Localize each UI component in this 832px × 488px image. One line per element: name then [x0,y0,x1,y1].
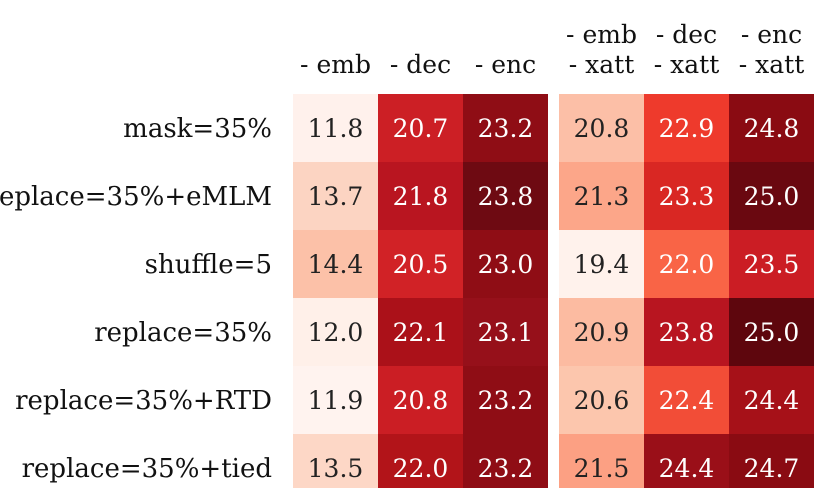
cell-value-label: 24.4 [744,386,800,415]
heatmap-cell [729,366,814,434]
heatmap-cell [378,298,463,366]
cell-value-label: 23.5 [744,250,800,279]
heatmap-cell [729,434,814,488]
cell-value-label: 20.9 [574,318,630,347]
heatmap-cell [293,230,378,298]
heatmap-cell [559,434,644,488]
heatmap-cell [463,162,548,230]
heatmap-cell [644,298,729,366]
cell-value-label: 22.4 [659,386,715,415]
cell-value-label: 20.6 [574,386,630,415]
column-label: - dec [390,50,451,79]
column-label: - emb [300,50,371,79]
cell-value-label: 23.8 [659,318,715,347]
cell-value-label: 22.9 [659,114,715,143]
heatmap-cell [644,366,729,434]
cell-value-label: 14.4 [308,250,364,279]
cell-value-label: 24.7 [744,454,800,483]
cell-value-label: 23.2 [478,454,534,483]
cell-value-label: 20.8 [393,386,449,415]
heatmap-cell [378,230,463,298]
heatmap-cell [644,434,729,488]
cell-value-label: 22.0 [393,454,449,483]
cell-value-label: 22.1 [393,318,449,347]
heatmap-cell [293,298,378,366]
row-label: replace=35%+eMLM [0,182,272,212]
cell-value-label: 20.8 [574,114,630,143]
heatmap-cell [378,434,463,488]
heatmap-cell [729,94,814,162]
cell-value-label: 23.2 [478,386,534,415]
heatmap-cell [293,162,378,230]
row-label: replace=35%+RTD [15,386,272,416]
heatmap-cell [644,94,729,162]
heatmap-cell [293,94,378,162]
cell-value-label: 20.5 [393,250,449,279]
cell-value-label: 22.0 [659,250,715,279]
cell-value-label: 11.9 [308,386,364,415]
heatmap-cell [463,434,548,488]
cell-value-label: 24.8 [744,114,800,143]
cell-value-label: 25.0 [744,182,800,211]
cell-value-label: 21.3 [574,182,630,211]
heatmap-cell [463,230,548,298]
row-label: replace=35%+tied [22,454,272,484]
heatmap-cell [559,366,644,434]
cell-value-label: 24.4 [659,454,715,483]
heatmap-cell [463,94,548,162]
cell-value-label: 23.8 [478,182,534,211]
heatmap-cell [559,94,644,162]
column-label: - enc [741,20,802,49]
row-label: mask=35% [123,114,272,144]
column-label: - emb [566,20,637,49]
row-label: replace=35% [94,318,272,348]
column-label: - xatt [569,50,635,79]
heatmap-cell [293,366,378,434]
heatmap-cell [644,162,729,230]
cell-value-label: 21.5 [574,454,630,483]
heatmap-cell [378,366,463,434]
row-label: shuffle=5 [145,250,272,280]
heatmap-cell [293,434,378,488]
cell-value-label: 23.1 [478,318,534,347]
column-label: - xatt [654,50,720,79]
heatmap-cell [559,162,644,230]
column-label: - xatt [739,50,805,79]
heatmap-cell [644,230,729,298]
cell-value-label: 23.3 [659,182,715,211]
heatmap-cell [378,162,463,230]
heatmap-cell [729,230,814,298]
cell-value-label: 25.0 [744,318,800,347]
heatmap-cell [559,298,644,366]
cell-value-label: 13.7 [308,182,364,211]
heatmap-cell [729,298,814,366]
heatmap-cell [729,162,814,230]
heatmap-cell [559,230,644,298]
cell-value-label: 12.0 [308,318,364,347]
heatmap-cell [378,94,463,162]
cell-value-label: 13.5 [308,454,364,483]
cell-value-label: 23.0 [478,250,534,279]
column-label: - enc [475,50,536,79]
cell-value-label: 20.7 [393,114,449,143]
column-label: - dec [656,20,717,49]
heatmap-cell [463,366,548,434]
cell-value-label: 11.8 [308,114,364,143]
heatmap-cell [463,298,548,366]
cell-value-label: 21.8 [393,182,449,211]
cell-value-label: 19.4 [574,250,630,279]
cell-value-label: 23.2 [478,114,534,143]
